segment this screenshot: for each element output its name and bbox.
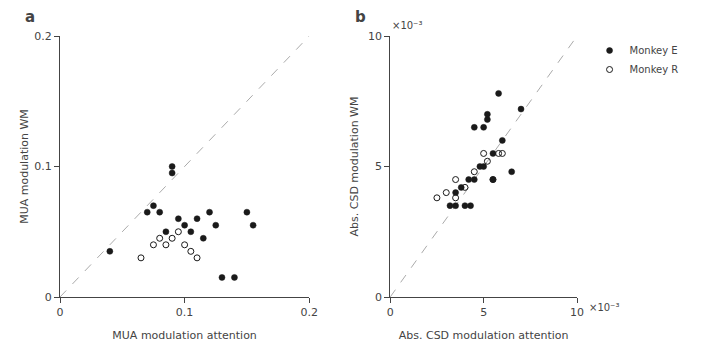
svg-text:10: 10 <box>570 306 584 319</box>
svg-text:Abs. CSD modulation attention: Abs. CSD modulation attention <box>399 329 569 342</box>
svg-text:Abs. CSD modulation WM: Abs. CSD modulation WM <box>348 97 361 237</box>
svg-text:MUA modulation attention: MUA modulation attention <box>112 329 257 342</box>
svg-text:MUA modulation WM: MUA modulation WM <box>18 109 31 224</box>
svg-text:0: 0 <box>45 291 52 304</box>
svg-text:0.2: 0.2 <box>34 30 52 43</box>
svg-text:×10⁻³: ×10⁻³ <box>392 20 422 31</box>
svg-text:0: 0 <box>375 291 382 304</box>
svg-text:b: b <box>355 8 366 26</box>
svg-text:0: 0 <box>387 306 394 319</box>
svg-text:10: 10 <box>368 30 382 43</box>
svg-text:a: a <box>25 8 35 26</box>
svg-text:5: 5 <box>375 160 382 173</box>
svg-text:0.1: 0.1 <box>176 306 194 319</box>
svg-text:Monkey R: Monkey R <box>630 64 679 75</box>
svg-text:Monkey E: Monkey E <box>630 45 678 56</box>
svg-text:0: 0 <box>57 306 64 319</box>
svg-text:×10⁻³: ×10⁻³ <box>589 302 619 313</box>
svg-text:0.1: 0.1 <box>34 160 52 173</box>
svg-text:0.2: 0.2 <box>300 306 318 319</box>
svg-text:5: 5 <box>480 306 487 319</box>
